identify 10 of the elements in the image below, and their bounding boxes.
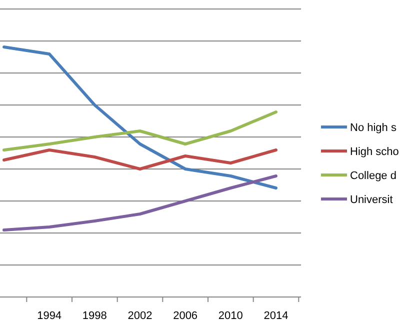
- legend-label: No high s: [350, 122, 397, 134]
- x-tick-label: 2014: [264, 310, 288, 322]
- x-tick-label: 2010: [218, 310, 243, 322]
- legend-label: High scho: [350, 146, 399, 158]
- x-tick-label: 1998: [82, 310, 107, 322]
- x-tick-label: 2006: [173, 310, 198, 322]
- legend-label: College d: [350, 170, 396, 182]
- x-tick-label: 1994: [37, 310, 62, 322]
- x-tick-label: 2002: [128, 310, 152, 322]
- legend-label: Universit: [350, 194, 393, 206]
